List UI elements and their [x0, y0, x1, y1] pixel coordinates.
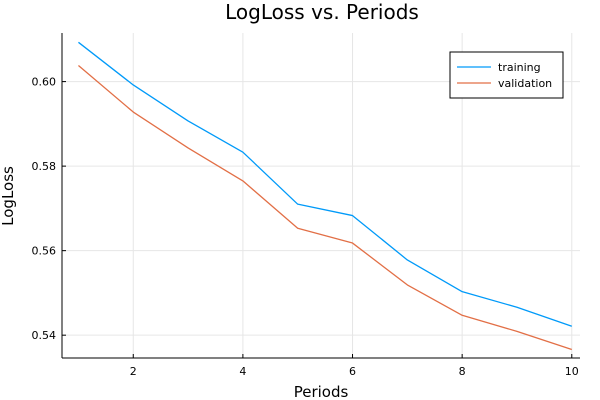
y-axis-ticks: 0.54 0.56 0.58 0.60: [32, 76, 66, 342]
legend-label-validation: validation: [498, 77, 552, 90]
x-tick-label: 6: [349, 365, 356, 378]
legend-box: [449, 51, 564, 99]
y-tick-label: 0.60: [32, 76, 57, 89]
x-tick-label: 2: [130, 365, 137, 378]
y-tick-label: 0.56: [32, 245, 57, 258]
x-axis-label: Periods: [294, 383, 349, 400]
legend-label-training: training: [498, 61, 541, 74]
x-axis-ticks: 2 4 6 8 10: [130, 354, 579, 378]
y-tick-label: 0.54: [32, 329, 57, 342]
y-axis-label: LogLoss: [0, 166, 17, 226]
x-tick-label: 4: [239, 365, 246, 378]
legend: training validation: [449, 51, 564, 99]
chart-title: LogLoss vs. Periods: [225, 0, 419, 24]
series-lines: [78, 41, 572, 351]
x-tick-label: 8: [459, 365, 466, 378]
series-line-validation: [78, 65, 572, 351]
y-tick-label: 0.58: [32, 160, 57, 173]
x-tick-label: 10: [565, 365, 579, 378]
series-line-training: [78, 41, 572, 327]
